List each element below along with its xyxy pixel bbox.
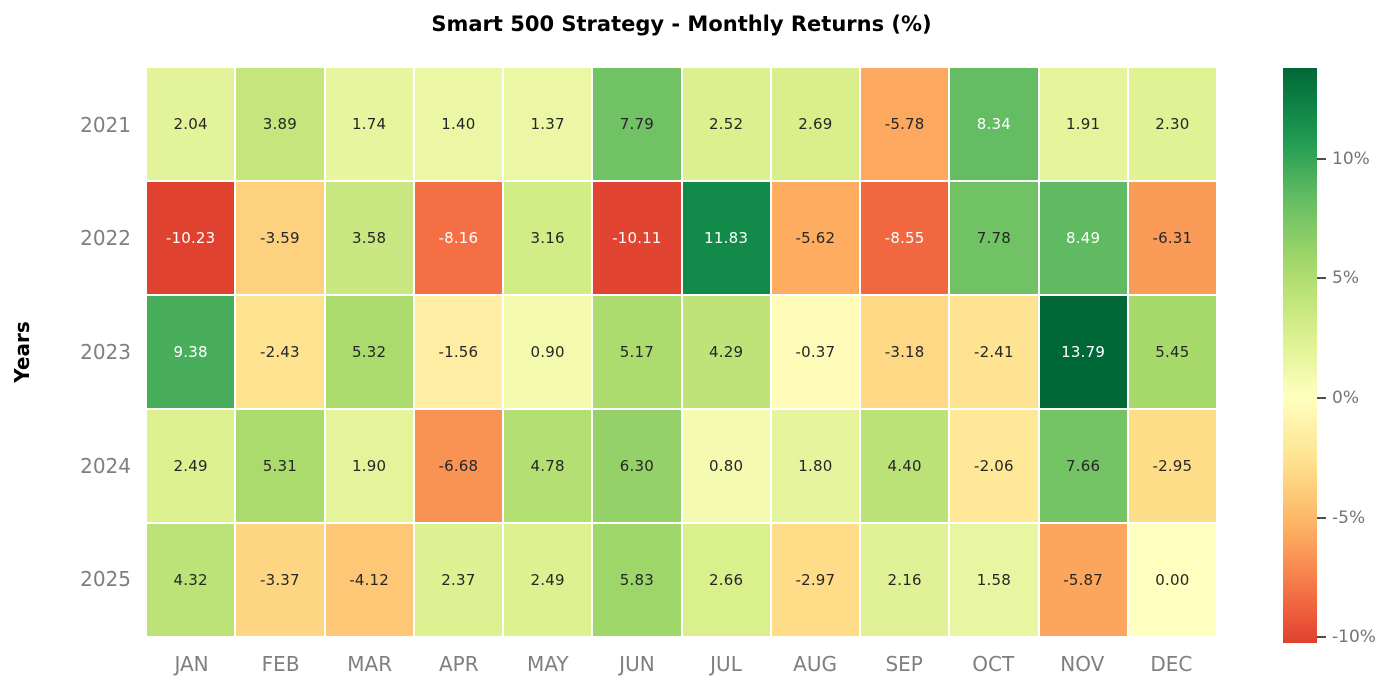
- heatmap-cell-2022-MAY: 3.16: [504, 182, 592, 294]
- heatmap-cell-2023-OCT: -2.41: [950, 296, 1038, 408]
- y-tick-label-2023: 2023: [80, 340, 131, 364]
- heatmap-cell-2023-MAY: 0.90: [504, 296, 592, 408]
- heatmap-cell-2022-OCT: 7.78: [950, 182, 1038, 294]
- colorbar-tick-label-0%: 0%: [1332, 388, 1359, 409]
- heatmap-cell-2021-JAN: 2.04: [147, 68, 235, 180]
- heatmap-cell-2025-FEB: -3.37: [236, 524, 324, 636]
- heatmap-cell-2025-MAR: -4.12: [325, 524, 413, 636]
- heatmap-cell-2024-JUN: 6.30: [593, 410, 681, 522]
- colorbar-tick-label--5%: -5%: [1332, 507, 1366, 528]
- heatmap-cell-2024-DEC: -2.95: [1128, 410, 1216, 522]
- x-tick-label-APR: APR: [438, 652, 479, 676]
- heatmap-cell-2025-OCT: 1.58: [950, 524, 1038, 636]
- colorbar-tick-mark: [1317, 157, 1326, 160]
- heatmap-cell-2022-JAN: -10.23: [147, 182, 235, 294]
- y-tick-label-2025: 2025: [80, 567, 131, 592]
- heatmap-cell-2024-FEB: 5.31: [236, 410, 324, 522]
- heatmap-cell-2022-MAR: 3.58: [325, 182, 413, 294]
- heatmap-cell-2024-JAN: 2.49: [147, 410, 235, 522]
- colorbar-tick-label-5%: 5%: [1332, 268, 1359, 289]
- heatmap-cell-2022-JUL: 11.83: [682, 182, 770, 294]
- heatmap-cell-2021-FEB: 3.89: [236, 68, 324, 180]
- heatmap-cell-2023-APR: -1.56: [414, 296, 502, 408]
- heatmap-cell-2023-MAR: 5.32: [325, 296, 413, 408]
- heatmap-cell-2021-DEC: 2.30: [1128, 68, 1216, 180]
- heatmap-cell-2023-NOV: 13.79: [1039, 296, 1127, 408]
- heatmap-cell-2025-JUN: 5.83: [593, 524, 681, 636]
- heatmap-cell-2023-SEP: -3.18: [861, 296, 949, 408]
- heatmap-cell-2022-APR: -8.16: [414, 182, 502, 294]
- heatmap-cell-2021-JUN: 7.79: [593, 68, 681, 180]
- chart-title: Smart 500 Strategy - Monthly Returns (%): [431, 12, 932, 36]
- heatmap-cell-2023-FEB: -2.43: [236, 296, 324, 408]
- colorbar-gradient: [1283, 68, 1317, 643]
- heatmap-cell-2024-APR: -6.68: [414, 410, 502, 522]
- heatmap-grid: 2.04 3.89 1.74 1.40 1.37 7.79 2.52 2.69 -5.78 8.3…: [147, 68, 1216, 636]
- heatmap-cell-2023-JUN: 5.17: [593, 296, 681, 408]
- heatmap-cell-2024-NOV: 7.66: [1039, 410, 1127, 522]
- heatmap-cell-2025-AUG: -2.97: [771, 524, 859, 636]
- heatmap-cell-2025-SEP: 2.16: [861, 524, 949, 636]
- heatmap-cell-2023-AUG: -0.37: [771, 296, 859, 408]
- x-tick-label-DEC: DEC: [1150, 652, 1193, 676]
- heatmap-cell-2025-JUL: 2.66: [682, 524, 770, 636]
- colorbar-tick-mark: [1317, 277, 1326, 280]
- heatmap-cell-2021-MAY: 1.37: [504, 68, 592, 180]
- heatmap-cell-2021-OCT: 8.34: [950, 68, 1038, 180]
- x-tick-label-NOV: NOV: [1060, 652, 1105, 676]
- x-tick-label-JAN: JAN: [174, 652, 209, 676]
- x-tick-label-JUN: JUN: [619, 652, 655, 676]
- y-tick-label-2021: 2021: [80, 112, 131, 137]
- heatmap-cell-2025-JAN: 4.32: [147, 524, 235, 636]
- colorbar-tick-label-10%: 10%: [1332, 148, 1370, 169]
- colorbar-tick-mark: [1317, 516, 1326, 519]
- heatmap-cell-2025-NOV: -5.87: [1039, 524, 1127, 636]
- x-tick-label-MAR: MAR: [347, 652, 393, 676]
- heatmap-cell-2025-APR: 2.37: [414, 524, 502, 636]
- x-tick-label-SEP: SEP: [885, 652, 923, 676]
- heatmap-cell-2024-AUG: 1.80: [771, 410, 859, 522]
- heatmap-cell-2024-MAR: 1.90: [325, 410, 413, 522]
- y-tick-label-2024: 2024: [80, 453, 131, 478]
- heatmap-cell-2022-SEP: -8.55: [861, 182, 949, 294]
- y-tick-label-2022: 2022: [80, 226, 131, 251]
- heatmap-cell-2024-OCT: -2.06: [950, 410, 1038, 522]
- x-tick-label-AUG: AUG: [793, 652, 837, 676]
- heatmap-cell-2021-APR: 1.40: [414, 68, 502, 180]
- x-tick-label-MAY: MAY: [527, 652, 569, 676]
- heatmap-cell-2021-SEP: -5.78: [861, 68, 949, 180]
- x-tick-labels: JAN FEB MAR APR MAY JUN JUL AUG SEP OCT NOV DEC: [147, 646, 1216, 682]
- x-tick-label-OCT: OCT: [972, 652, 1015, 676]
- x-tick-label-FEB: FEB: [261, 652, 300, 676]
- heatmap-cell-2025-MAY: 2.49: [504, 524, 592, 636]
- colorbar-tick-mark: [1317, 397, 1326, 400]
- heatmap-cell-2021-MAR: 1.74: [325, 68, 413, 180]
- heatmap-cell-2024-JUL: 0.80: [682, 410, 770, 522]
- heatmap-cell-2021-JUL: 2.52: [682, 68, 770, 180]
- heatmap-cell-2022-NOV: 8.49: [1039, 182, 1127, 294]
- colorbar-tick-mark: [1317, 636, 1326, 639]
- heatmap-cell-2024-MAY: 4.78: [504, 410, 592, 522]
- heatmap-cell-2022-FEB: -3.59: [236, 182, 324, 294]
- heatmap-cell-2022-JUN: -10.11: [593, 182, 681, 294]
- heatmap-cell-2023-DEC: 5.45: [1128, 296, 1216, 408]
- heatmap-cell-2022-DEC: -6.31: [1128, 182, 1216, 294]
- heatmap-cell-2025-DEC: 0.00: [1128, 524, 1216, 636]
- heatmap-cell-2023-JUL: 4.29: [682, 296, 770, 408]
- colorbar-tick-label--10%: -10%: [1332, 627, 1376, 648]
- heatmap-cell-2021-NOV: 1.91: [1039, 68, 1127, 180]
- heatmap-cell-2022-AUG: -5.62: [771, 182, 859, 294]
- heatmap-cell-2021-AUG: 2.69: [771, 68, 859, 180]
- x-tick-label-JUL: JUL: [710, 652, 742, 676]
- heatmap-cell-2023-JAN: 9.38: [147, 296, 235, 408]
- heatmap-cell-2024-SEP: 4.40: [861, 410, 949, 522]
